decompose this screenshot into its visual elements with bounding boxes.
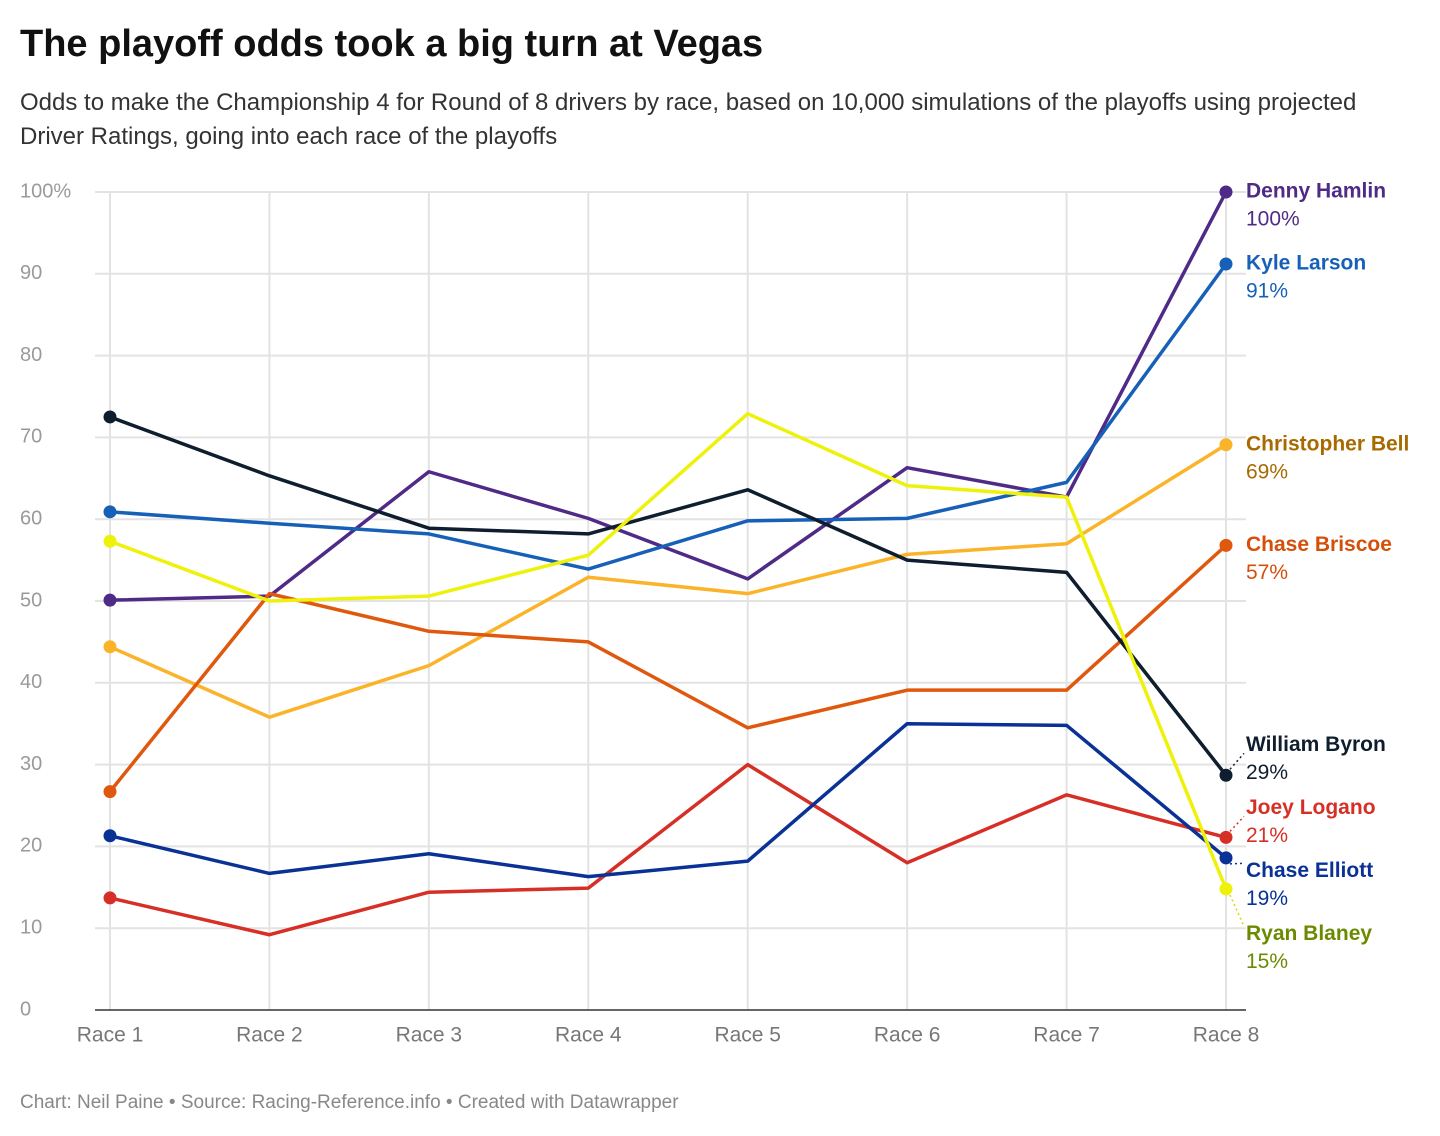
chart-footer: Chart: Neil Paine • Source: Racing-Refer…	[20, 1092, 679, 1113]
y-tick-label: 20	[20, 835, 42, 857]
series-line	[109, 411, 1228, 890]
start-point	[103, 891, 117, 905]
y-tick-label: 80	[20, 344, 42, 366]
chart-subtitle: Odds to make the Championship 4 for Roun…	[20, 89, 1357, 150]
start-point	[103, 593, 117, 607]
end-point	[1219, 185, 1233, 199]
series-label: William Byron	[1246, 733, 1386, 756]
x-tick-label: Race 2	[236, 1024, 303, 1047]
end-point	[1219, 768, 1233, 782]
series-label: Christopher Bell	[1246, 432, 1409, 455]
value-label: 100%	[1246, 208, 1300, 231]
subtitle-box: Odds to make the Championship 4 for Roun…	[20, 89, 1357, 150]
chart-title: The playoff odds took a big turn at Vega…	[20, 23, 763, 65]
value-label: 15%	[1246, 950, 1288, 973]
series-label: Chase Briscoe	[1246, 533, 1392, 556]
end-point	[1219, 830, 1233, 844]
value-label: 19%	[1246, 887, 1288, 910]
series-line	[108, 544, 1228, 793]
series-label: Ryan Blaney	[1246, 922, 1372, 945]
x-tick-label: Race 7	[1033, 1024, 1100, 1047]
y-tick-label: 100%	[20, 180, 71, 202]
x-tick-label: Race 5	[714, 1024, 781, 1047]
value-label: 69%	[1246, 460, 1288, 483]
value-label: 57%	[1246, 561, 1288, 584]
start-point	[103, 534, 117, 548]
y-tick-label: 70	[20, 426, 42, 448]
series-label: Kyle Larson	[1246, 252, 1366, 275]
end-point	[1219, 257, 1233, 271]
series-line	[109, 415, 1228, 777]
y-tick-label: 10	[20, 916, 42, 938]
y-tick-label: 40	[20, 671, 42, 693]
x-tick-label: Race 8	[1193, 1024, 1260, 1047]
end-point	[1219, 851, 1233, 865]
value-label: 91%	[1246, 280, 1288, 303]
start-point	[103, 410, 117, 424]
series-label: Denny Hamlin	[1246, 180, 1386, 203]
end-point	[1219, 438, 1233, 452]
start-point	[103, 640, 117, 654]
series-line	[109, 762, 1227, 937]
x-tick-label: Race 4	[555, 1024, 622, 1047]
y-tick-label: 60	[20, 507, 42, 529]
start-point	[103, 829, 117, 843]
y-tick-label: 90	[20, 262, 42, 284]
x-tick-label: Race 6	[874, 1024, 941, 1047]
value-label: 21%	[1246, 824, 1288, 847]
end-point	[1219, 882, 1233, 896]
series-line	[109, 443, 1227, 719]
series-line	[109, 721, 1228, 879]
y-tick-label: 0	[20, 998, 31, 1020]
value-label: 29%	[1246, 761, 1288, 784]
series-line	[109, 262, 1228, 571]
x-tick-label: Race 1	[77, 1024, 144, 1047]
start-point	[103, 785, 117, 799]
label-connector	[1229, 752, 1245, 770]
series-line	[109, 191, 1228, 602]
label-connector	[1229, 894, 1245, 927]
series-label: Chase Elliott	[1246, 859, 1373, 882]
series-label: Joey Logano	[1246, 796, 1376, 819]
y-tick-label: 50	[20, 589, 42, 611]
x-tick-label: Race 3	[396, 1024, 463, 1047]
label-connector	[1229, 815, 1245, 832]
end-point	[1219, 538, 1233, 552]
start-point	[103, 505, 117, 519]
y-tick-label: 30	[20, 753, 42, 775]
